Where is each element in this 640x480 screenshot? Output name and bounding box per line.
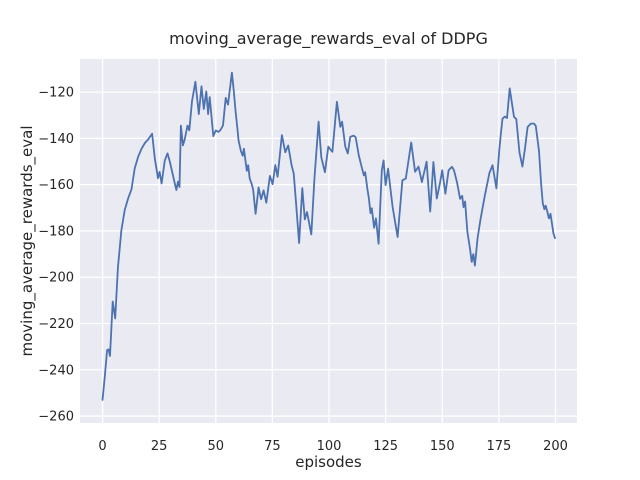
y-tick-label: −140 xyxy=(38,132,74,147)
x-tick-label: 75 xyxy=(264,439,281,454)
y-axis-label-text: moving_average_rewards_eval xyxy=(18,125,36,357)
y-tick-label: −220 xyxy=(38,317,74,332)
x-tick-label: 50 xyxy=(207,439,224,454)
y-tick-label: −180 xyxy=(38,224,74,239)
y-tick-label: −160 xyxy=(38,178,74,193)
x-axis-label: episodes xyxy=(295,453,362,471)
y-axis-label: moving_average_rewards_eval xyxy=(18,10,36,357)
x-tick-label: 0 xyxy=(98,439,106,454)
y-tick-label: −260 xyxy=(38,410,74,425)
x-tick-label: 175 xyxy=(486,439,511,454)
y-tick-label: −240 xyxy=(38,363,74,378)
reward-line xyxy=(101,71,556,401)
x-tick-label: 200 xyxy=(543,439,568,454)
chart-title: moving_average_rewards_eval of DDPG xyxy=(169,29,488,48)
x-tick-label: 125 xyxy=(373,439,398,454)
y-tick-label: −120 xyxy=(38,86,74,101)
y-tick-label: −200 xyxy=(38,271,74,286)
x-tick-label: 25 xyxy=(151,439,168,454)
x-tick-label: 150 xyxy=(430,439,455,454)
x-tick-label: 100 xyxy=(317,439,342,454)
